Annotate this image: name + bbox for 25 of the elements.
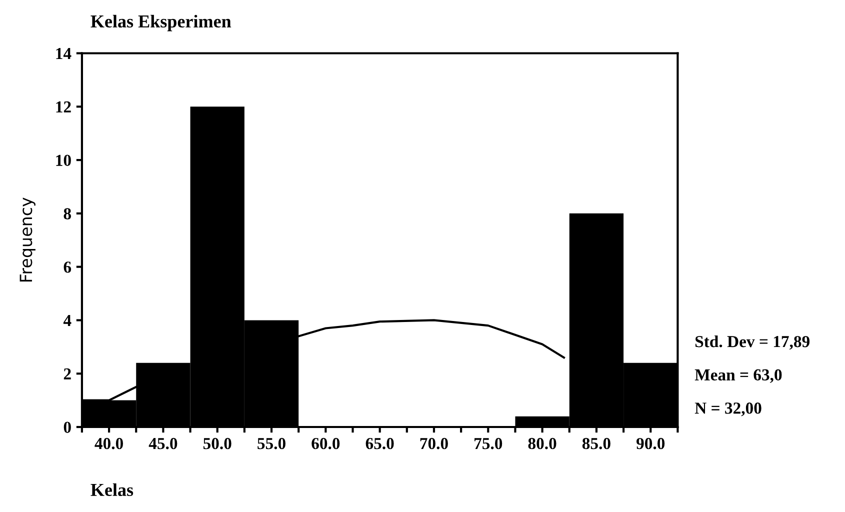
x-tick-label: 65.0 <box>366 438 394 450</box>
x-tick-label: 90.0 <box>636 438 665 450</box>
x-tick-label: 60.0 <box>312 438 340 450</box>
x-tick-label: 75.0 <box>474 438 502 450</box>
x-tick-label: 80.0 <box>528 438 556 450</box>
x-tick-label: 55.0 <box>258 438 286 450</box>
y-tick-label: 2 <box>64 368 71 380</box>
x-tick-label: 45.0 <box>148 438 178 450</box>
text: Std. Dev = 17,89 <box>695 335 810 350</box>
y-tick-label: 8 <box>64 208 71 220</box>
y-tick-label: 6 <box>64 262 72 273</box>
y-axis-title: Frequency <box>20 198 36 282</box>
text: N = 32,00 <box>694 402 762 416</box>
x-tick-label: 40.0 <box>94 438 123 450</box>
x-axis-title: Kelas <box>90 483 134 496</box>
y-tick-label: 14 <box>56 48 72 60</box>
text: Mean = 63,0 <box>694 369 782 383</box>
y-tick-label: 0 <box>64 422 71 433</box>
x-tick-label: 50.0 <box>203 438 232 450</box>
y-tick-label: 10 <box>56 154 71 166</box>
chart-title: Kelas Eksperimen <box>90 14 232 32</box>
x-tick-label: 70.0 <box>420 438 448 450</box>
x-tick-label: 85.0 <box>582 438 610 450</box>
y-tick-label: 4 <box>63 315 72 326</box>
y-tick-label: 12 <box>56 101 71 112</box>
